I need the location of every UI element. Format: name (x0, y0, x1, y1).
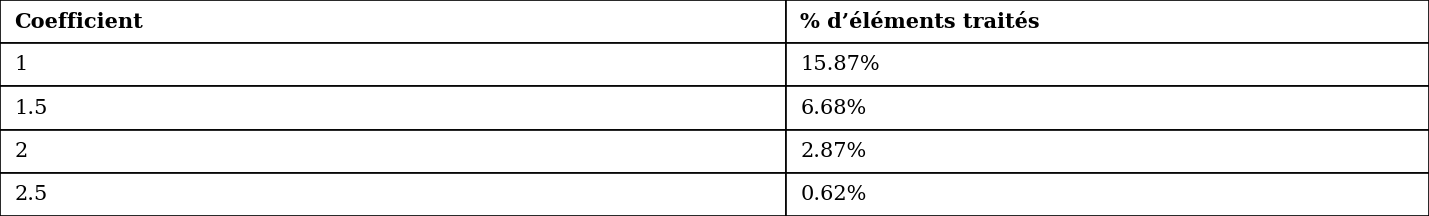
Text: 2: 2 (14, 142, 27, 161)
FancyBboxPatch shape (786, 86, 1429, 130)
FancyBboxPatch shape (0, 130, 786, 173)
FancyBboxPatch shape (786, 43, 1429, 86)
Text: 15.87%: 15.87% (800, 55, 880, 74)
FancyBboxPatch shape (0, 86, 786, 130)
FancyBboxPatch shape (0, 0, 786, 43)
Text: 1: 1 (14, 55, 27, 74)
Text: 1.5: 1.5 (14, 98, 47, 118)
FancyBboxPatch shape (786, 130, 1429, 173)
FancyBboxPatch shape (786, 173, 1429, 216)
Text: % d’éléments traités: % d’éléments traités (800, 12, 1040, 32)
FancyBboxPatch shape (0, 43, 786, 86)
Text: 6.68%: 6.68% (800, 98, 866, 118)
Text: 0.62%: 0.62% (800, 185, 866, 204)
FancyBboxPatch shape (786, 0, 1429, 43)
FancyBboxPatch shape (0, 173, 786, 216)
Text: 2.5: 2.5 (14, 185, 47, 204)
Text: 2.87%: 2.87% (800, 142, 866, 161)
Text: Coefficient: Coefficient (14, 12, 143, 32)
